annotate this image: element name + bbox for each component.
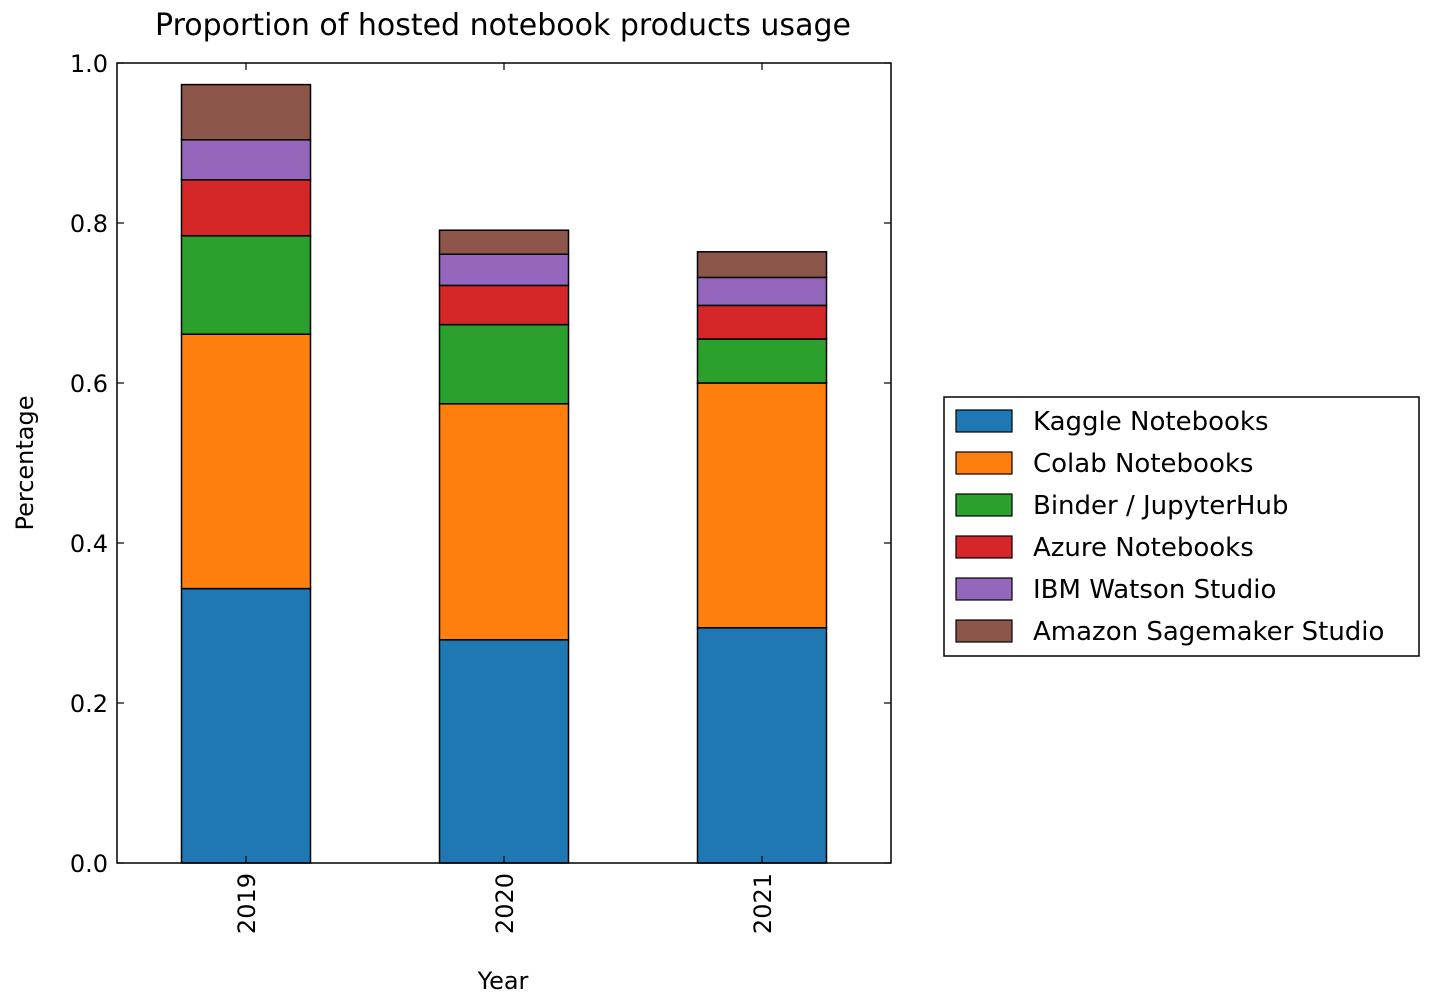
y-axis-title: Percentage: [11, 395, 39, 530]
y-tick-label: 0.4: [70, 530, 108, 558]
bar-2021-series-1: [696, 382, 828, 629]
y-tick-label: 0.2: [70, 690, 108, 718]
legend-label: Binder / JupyterHub: [1033, 491, 1288, 521]
legend-label: Azure Notebooks: [1033, 533, 1254, 563]
bars-layer: [180, 83, 828, 864]
bar-2020-series-3: [438, 284, 570, 326]
y-tick-label: 1.0: [70, 50, 108, 78]
legend-swatch: [955, 451, 1013, 475]
bar-2021-series-0: [696, 627, 828, 864]
legend-swatch: [955, 577, 1013, 601]
axes-layer: 0.0 0.2 0.4 0.6 0.8 1.0 2019 2020 2021: [70, 50, 892, 934]
legend-swatch: [955, 535, 1013, 559]
bar-2021-series-4: [696, 276, 828, 307]
legend-swatch: [955, 619, 1013, 643]
x-tick-label: 2019: [233, 873, 261, 934]
legend-label: Colab Notebooks: [1033, 449, 1253, 479]
bar-2019-series-4: [180, 139, 312, 181]
bar-2020-series-2: [438, 323, 570, 405]
bar-2019-series-1: [180, 333, 312, 590]
bar-2021-series-3: [696, 304, 828, 340]
y-tick-label: 0.0: [70, 850, 108, 878]
bar-2020-series-0: [438, 639, 570, 864]
bar-2020-series-1: [438, 403, 570, 641]
legend-label: IBM Watson Studio: [1033, 575, 1276, 605]
chart-title: Proportion of hosted notebook products u…: [155, 8, 851, 43]
x-axis-title: Year: [477, 967, 529, 995]
y-tick-label: 0.8: [70, 210, 108, 238]
bar-2020-series-4: [438, 253, 570, 287]
bar-2021-series-2: [696, 338, 828, 384]
bar-2019-series-0: [180, 587, 312, 864]
x-tick-label: 2020: [491, 873, 519, 934]
bar-2021-series-5: [696, 251, 828, 279]
x-tick-label: 2021: [749, 873, 777, 934]
legend-swatch: [955, 493, 1013, 517]
bar-2020-series-5: [438, 229, 570, 255]
legend-box: [943, 396, 1420, 657]
legend-swatch: [955, 409, 1013, 433]
bar-2019-series-2: [180, 235, 312, 335]
bar-2019-series-3: [180, 179, 312, 237]
legend: Kaggle Notebooks Colab Notebooks Binder / …: [943, 396, 1420, 657]
y-tick-label: 0.6: [70, 370, 108, 398]
legend-label: Kaggle Notebooks: [1033, 407, 1269, 437]
legend-label: Amazon Sagemaker Studio: [1033, 617, 1384, 647]
bar-2019-series-5: [180, 83, 312, 141]
